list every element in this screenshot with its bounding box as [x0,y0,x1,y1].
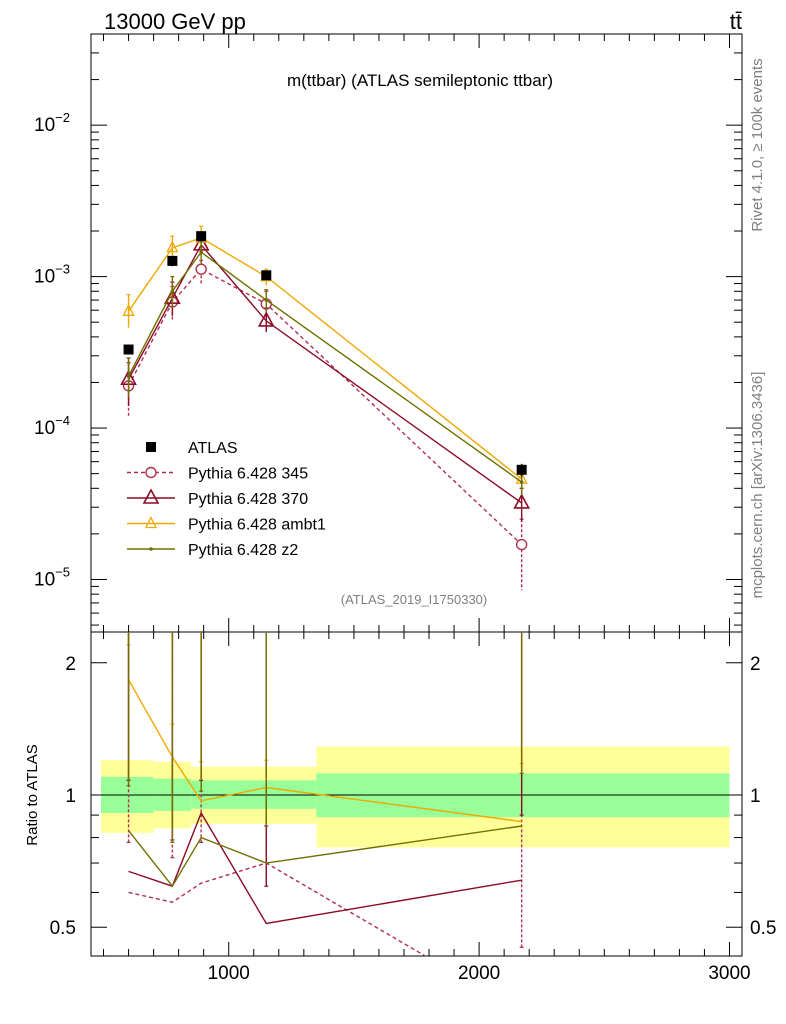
legend-marker-1 [145,466,157,479]
legend-label-0: ATLAS [188,440,238,457]
y-tick-label: 10−4 [34,413,70,439]
ratio-series-3 [126,632,524,888]
main-series-1-point [195,263,207,275]
ratio-y-tick-label-right: 2 [750,654,761,675]
main-series-2-line [127,243,523,504]
y-tick-label: 10−5 [34,564,70,590]
ratio-y-tick-label: 0.5 [50,918,76,939]
main-series-atlas-point [196,231,207,242]
main-series-4-point [199,250,203,254]
legend-label-1: Pythia 6.428 345 [188,466,308,483]
main-series-4-point [264,298,269,302]
main-series-3-point [122,303,135,316]
legend-label-3: Pythia 6.428 ambt1 [188,517,326,534]
legend-marker-2 [142,488,160,504]
main-plot-panel: 10−5 10−4 10−3 10−2 [34,33,743,633]
main-series-atlas-point [516,464,527,475]
main-series-atlas-point [261,270,272,281]
main-series-4-point [170,289,175,294]
legend-marker-0 [146,442,156,452]
x-tick-label: 1000 [208,963,250,984]
ratio-y-tick-label-right: 1 [750,786,761,807]
legend-marker-4 [149,547,153,551]
main-series-2-point [513,493,531,509]
ratio-plot-panel: 1000 2000 3000 0.5 0.5 1 1 2 2 [50,631,776,984]
ratio-series-2-line [127,679,522,823]
main-series-atlas-point [167,255,178,266]
legend-label-4: Pythia 6.428 z2 [188,542,298,559]
process-label: tt̄ [730,9,742,34]
ratio-frame [90,631,743,957]
main-series-atlas-point [123,344,134,355]
y-tick-label: 10−3 [34,262,70,288]
plot-title: m(ttbar) (ATLAS semileptonic ttbar) [287,71,553,90]
ratio-y-axis-label: Ratio to ATLAS [24,744,41,845]
main-series-4-point [519,480,524,484]
x-tick-label: 2000 [458,963,500,984]
ratio-y-tick-label: 1 [65,786,76,807]
mcplots-reference-note: mcplots.cern.ch [arXiv:1306.3436] [749,372,766,599]
legend-marker-3 [144,516,158,529]
legend: ATLAS Pythia 6.428 345 Pythia 6.428 370 Pyt… [127,440,326,559]
y-tick-label: 10−2 [34,110,70,136]
ratio-y-tick-label: 2 [65,654,76,675]
legend-label-2: Pythia 6.428 370 [188,491,308,508]
ratio-series-3-line [128,825,522,888]
ratio-series-0-line [128,862,427,956]
main-series-1-line [127,268,523,546]
ratio-series-1-line [128,811,522,925]
collision-energy-label: 13000 GeV pp [104,9,246,34]
main-series-2-point [257,311,275,327]
rivet-version-note: Rivet 4.1.0, ≥ 100k events [749,58,766,231]
x-tick-label: 3000 [708,963,750,984]
main-series-3-point [166,240,179,253]
ratio-y-tick-label-right: 0.5 [750,918,776,939]
analysis-id: (ATLAS_2019_I1750330) [341,592,487,607]
main-series-4-point [126,374,131,378]
main-series-1-point [515,538,528,551]
